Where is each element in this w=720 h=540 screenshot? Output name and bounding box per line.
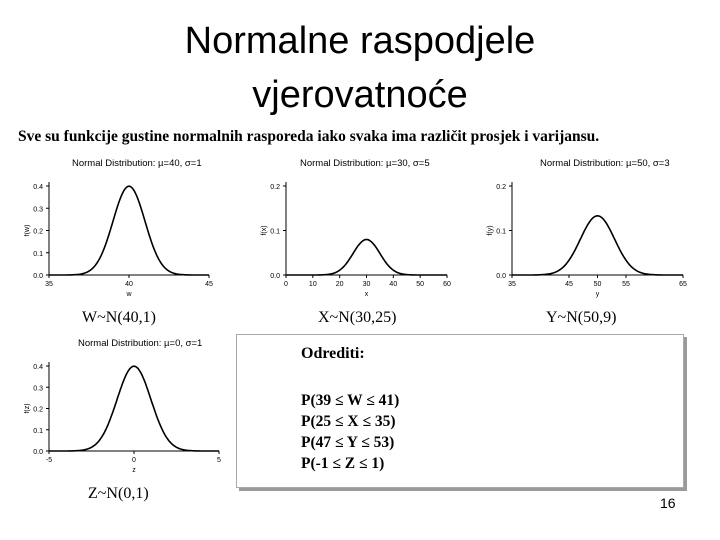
y-tick-label: 0.0 xyxy=(33,273,43,280)
label-z: Z~N(0,1) xyxy=(88,485,149,502)
chart-y: 0.0 0.1 0.2 35 45 50 55 65 y f(y) xyxy=(487,182,687,298)
y-tick-label: 0.3 xyxy=(33,385,43,392)
x-axis-label: z xyxy=(132,467,136,474)
chart-title: Normal Distribution: µ=40, σ=1 xyxy=(72,158,202,169)
page-number: 16 xyxy=(660,495,676,511)
chart-x: 0.0 0.1 0.2 0 10 20 30 40 50 60 x f(x) xyxy=(261,182,451,298)
task-item: P(-1 ≤ Z ≤ 1) xyxy=(301,455,385,472)
slide-title-line1: Normalne raspodjele xyxy=(184,20,536,62)
y-tick-label: 0.1 xyxy=(496,229,506,236)
task-item: P(25 ≤ X ≤ 35) xyxy=(301,413,396,430)
density-curve xyxy=(286,238,447,276)
x-axis-label: y xyxy=(596,291,600,298)
x-tick-label: 45 xyxy=(205,281,213,288)
tasks-heading: Odrediti: xyxy=(301,345,365,362)
y-tick-label: 0.0 xyxy=(33,449,43,456)
label-y: Y~N(50,9) xyxy=(546,309,617,326)
chart-panel-x: Normal Distribution: µ=30, σ=5 0.0 0.1 0.2… xyxy=(252,155,462,300)
task-item: P(47 ≤ Y ≤ 53) xyxy=(301,434,395,451)
x-tick-label: 50 xyxy=(416,281,424,288)
x-tick-label: 0 xyxy=(284,281,288,288)
x-tick-label: 45 xyxy=(565,281,573,288)
x-tick-label: 55 xyxy=(622,281,630,288)
chart-title: Normal Distribution: µ=30, σ=5 xyxy=(300,158,430,169)
y-tick-label: 0.2 xyxy=(33,407,43,414)
task-item: P(39 ≤ W ≤ 41) xyxy=(301,392,400,409)
slide-title-line2: vjerovatnoće xyxy=(252,74,468,116)
y-tick-label: 0.2 xyxy=(33,229,43,236)
x-axis-label: w xyxy=(125,291,132,298)
x-tick-label: 60 xyxy=(443,281,451,288)
y-axis-label: f(y) xyxy=(487,225,494,235)
x-tick-label: 30 xyxy=(363,281,371,288)
chart-title: Normal Distribution: µ=0, σ=1 xyxy=(78,338,203,349)
chart-panel-y: Normal Distribution: µ=50, σ=3 0.0 0.1 0.2… xyxy=(478,155,688,300)
chart-z: 0.0 0.1 0.2 0.3 0.4 -5 0 5 z f(z) xyxy=(24,362,221,474)
chart-panel-w: Normal Distribution: µ=40, σ=1 0.0 0.1 0.2… xyxy=(24,155,249,300)
x-tick-label: 50 xyxy=(594,281,602,288)
density-curve xyxy=(49,185,209,276)
x-tick-label: 35 xyxy=(508,281,516,288)
x-tick-label: 5 xyxy=(217,457,221,464)
density-curve xyxy=(49,365,219,452)
y-axis-label: f(z) xyxy=(24,403,31,413)
y-tick-label: 0.0 xyxy=(496,273,506,280)
y-tick-label: 0.1 xyxy=(270,229,280,236)
y-tick-label: 0.1 xyxy=(33,428,43,435)
y-tick-label: 0.1 xyxy=(33,251,43,258)
y-axis-label: f(w) xyxy=(24,225,31,237)
x-tick-label: -5 xyxy=(46,457,52,464)
chart-title: Normal Distribution: µ=50, σ=3 xyxy=(540,158,670,169)
x-tick-label: 65 xyxy=(679,281,687,288)
x-tick-label: 40 xyxy=(389,281,397,288)
density-curve xyxy=(512,214,683,276)
chart-panel-z: Normal Distribution: µ=0, σ=1 0.0 0.1 0.2 0… xyxy=(24,335,249,475)
x-tick-label: 40 xyxy=(125,281,133,288)
tasks-box: Odrediti: P(39 ≤ W ≤ 41) P(25 ≤ X ≤ 35) … xyxy=(236,334,684,488)
y-tick-label: 0.0 xyxy=(270,273,280,280)
chart-w: 0.0 0.1 0.2 0.3 0.4 35 40 45 w f(w) xyxy=(24,182,213,298)
y-tick-label: 0.3 xyxy=(33,206,43,213)
label-w: W~N(40,1) xyxy=(82,309,156,326)
y-tick-label: 0.2 xyxy=(496,184,506,191)
x-tick-label: 0 xyxy=(132,457,136,464)
slide-subtitle: Sve su funkcije gustine normalnih raspor… xyxy=(18,128,600,145)
x-tick-label: 35 xyxy=(45,281,53,288)
y-tick-label: 0.4 xyxy=(33,364,43,371)
y-tick-label: 0.4 xyxy=(33,184,43,191)
x-tick-label: 20 xyxy=(336,281,344,288)
x-tick-label: 10 xyxy=(309,281,317,288)
x-axis-label: x xyxy=(365,291,369,298)
y-tick-label: 0.2 xyxy=(270,184,280,191)
label-x: X~N(30,25) xyxy=(318,309,397,326)
y-axis-label: f(x) xyxy=(261,225,268,235)
